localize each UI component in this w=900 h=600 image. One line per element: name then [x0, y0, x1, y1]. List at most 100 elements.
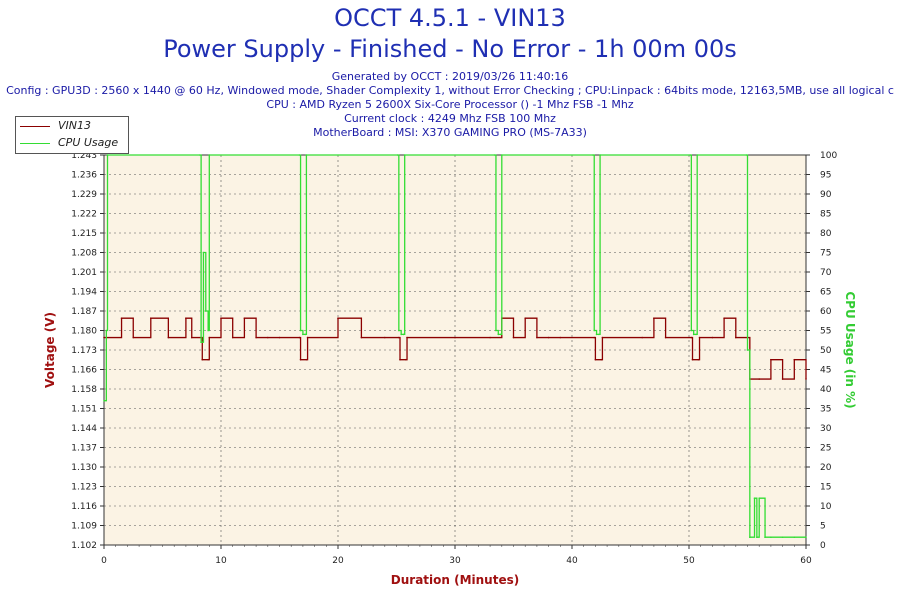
- data-point: [204, 310, 207, 312]
- legend: VIN13 CPU Usage: [15, 116, 129, 154]
- y2-tick-label: 50: [820, 346, 832, 356]
- chart-title: OCCT 4.5.1 - VIN13: [334, 4, 566, 32]
- y-tick-label: 1.180: [71, 327, 97, 337]
- data-point: [489, 336, 491, 339]
- data-point: [406, 336, 408, 339]
- data-point: [536, 336, 538, 339]
- data-point: [399, 358, 401, 361]
- x-tick-label: 40: [566, 556, 578, 566]
- y2-tick-label: 70: [820, 268, 832, 278]
- y2-tick-label: 5: [820, 522, 826, 532]
- chart-subtitle: Power Supply - Finished - No Error - 1h …: [163, 35, 737, 63]
- data-point: [106, 154, 109, 156]
- data-point: [305, 358, 308, 361]
- data-point: [103, 399, 105, 402]
- data-point: [735, 336, 737, 339]
- data-point: [243, 317, 246, 319]
- y-tick-label: 1.173: [71, 346, 97, 356]
- data-point: [255, 336, 257, 339]
- y2-tick-label: 35: [820, 405, 831, 415]
- data-point: [793, 358, 796, 361]
- y-tick-label: 1.243: [71, 151, 97, 161]
- data-point: [758, 497, 760, 500]
- data-point: [805, 378, 807, 380]
- y2-axis-title: CPU Usage (in %): [843, 291, 857, 408]
- y2-tick-label: 95: [820, 171, 831, 181]
- data-point: [746, 349, 749, 351]
- y-tick-label: 1.215: [71, 229, 97, 239]
- data-point: [805, 536, 807, 538]
- data-point: [305, 154, 308, 156]
- data-point: [231, 336, 234, 339]
- data-point: [499, 333, 502, 336]
- data-point: [641, 336, 643, 339]
- y-tick-label: 1.123: [71, 483, 97, 493]
- data-point: [202, 251, 205, 254]
- y-tick-label: 1.102: [71, 541, 97, 551]
- data-point: [497, 333, 500, 336]
- data-point: [360, 336, 363, 339]
- data-point: [781, 378, 784, 380]
- data-point: [697, 358, 700, 361]
- data-point: [299, 329, 302, 332]
- data-point: [501, 154, 503, 156]
- data-point: [753, 497, 756, 500]
- data-point: [298, 336, 301, 339]
- y-axis-title: Voltage (V): [43, 312, 57, 388]
- data-point: [304, 333, 307, 336]
- x-tick-label: 10: [215, 556, 227, 566]
- y-tick-label: 1.151: [71, 405, 97, 415]
- data-point: [691, 358, 694, 361]
- data-point: [547, 336, 550, 339]
- data-point: [593, 329, 596, 332]
- data-point: [302, 333, 304, 336]
- y-tick-label: 1.194: [71, 288, 97, 298]
- y-tick-label: 1.109: [71, 522, 97, 532]
- data-point: [495, 329, 497, 332]
- data-point: [512, 336, 515, 339]
- y-tick-label: 1.201: [71, 268, 97, 278]
- y-tick-label: 1.166: [71, 366, 97, 376]
- data-point: [711, 336, 714, 339]
- series-line-vin13: [104, 317, 807, 380]
- y-tick-label: 1.116: [71, 502, 97, 512]
- y2-tick-label: 80: [820, 229, 832, 239]
- data-point: [132, 336, 135, 339]
- y-tick-label: 1.137: [71, 444, 97, 454]
- x-tick-label: 20: [332, 556, 344, 566]
- data-point: [199, 154, 201, 156]
- config-info: Config : GPU3D : 2560 x 1440 @ 60 Hz, Wi…: [6, 84, 894, 97]
- data-point: [696, 154, 698, 156]
- y2-tick-label: 55: [820, 327, 831, 337]
- y2-tick-label: 75: [820, 249, 831, 259]
- data-point: [598, 333, 600, 336]
- y-tick-label: 1.187: [71, 307, 97, 317]
- data-point: [764, 536, 766, 538]
- data-point: [690, 329, 693, 332]
- data-point: [454, 336, 456, 339]
- data-point: [337, 317, 339, 319]
- data-point: [770, 536, 772, 538]
- data-point: [698, 336, 701, 339]
- data-point: [559, 336, 562, 339]
- data-point: [103, 336, 105, 339]
- data-point: [405, 358, 407, 361]
- y-tick-label: 1.229: [71, 190, 97, 200]
- y2-tick-label: 25: [820, 444, 831, 454]
- x-tick-label: 50: [683, 556, 695, 566]
- legend-label-cpu-usage: CPU Usage: [58, 136, 119, 149]
- data-point: [201, 358, 204, 361]
- data-point: [749, 536, 751, 538]
- data-point: [402, 333, 405, 336]
- y-tick-label: 1.236: [71, 171, 97, 181]
- y2-tick-label: 30: [820, 424, 832, 434]
- data-point: [594, 358, 597, 361]
- data-point: [398, 329, 400, 332]
- data-point: [723, 317, 725, 319]
- y2-tick-label: 40: [820, 385, 832, 395]
- data-point: [120, 317, 123, 319]
- data-point: [207, 358, 209, 361]
- data-point: [207, 329, 209, 332]
- data-point: [600, 358, 603, 361]
